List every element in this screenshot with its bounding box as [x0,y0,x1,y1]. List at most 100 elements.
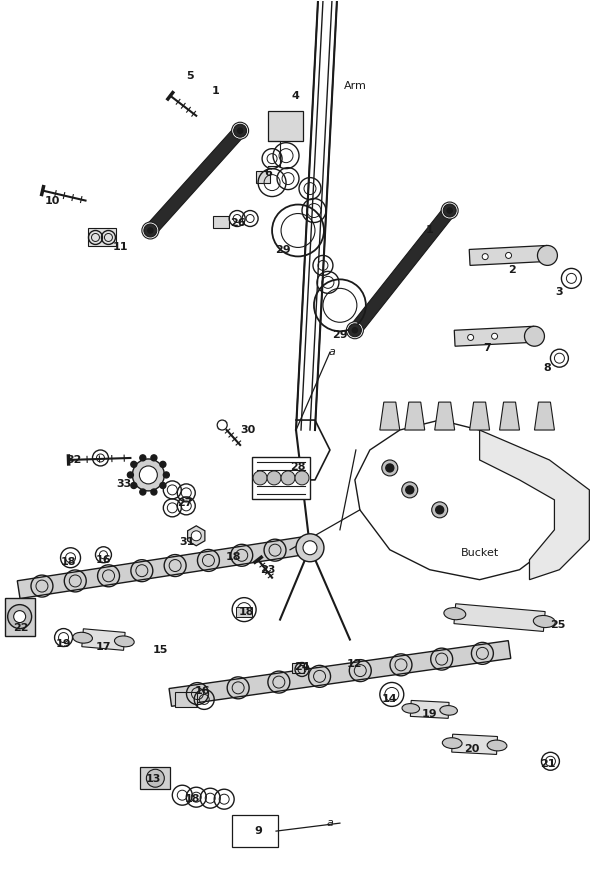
Text: 29: 29 [332,330,348,340]
Circle shape [140,455,146,461]
Circle shape [253,471,267,485]
Bar [236,607,252,617]
Text: a: a [326,818,333,828]
Text: 33: 33 [117,479,132,489]
Text: 14: 14 [382,695,398,704]
Circle shape [131,483,137,488]
Polygon shape [405,402,424,430]
Text: 19: 19 [422,710,437,719]
Polygon shape [350,206,455,334]
Ellipse shape [442,738,462,749]
Ellipse shape [402,703,420,713]
Text: 23: 23 [261,564,276,575]
Bar [213,215,229,229]
Circle shape [468,334,474,340]
Bar [141,767,171,789]
Circle shape [443,204,456,217]
Ellipse shape [72,633,93,643]
Text: 1: 1 [211,86,219,96]
Text: 7: 7 [484,343,491,354]
Circle shape [146,769,164,788]
Circle shape [505,253,512,259]
Polygon shape [452,734,498,755]
Text: 21: 21 [540,759,555,769]
Circle shape [127,472,133,478]
Text: 30: 30 [241,425,256,435]
Polygon shape [17,536,311,599]
Text: 18: 18 [61,556,76,567]
Text: 31: 31 [180,537,195,547]
FancyBboxPatch shape [268,111,303,141]
Polygon shape [454,326,535,346]
Circle shape [142,222,159,239]
Circle shape [132,459,164,491]
Text: 16: 16 [96,555,111,564]
Circle shape [386,464,394,472]
Circle shape [491,333,498,339]
Ellipse shape [114,636,134,647]
Circle shape [435,506,444,514]
Text: 3: 3 [555,287,563,298]
Circle shape [160,462,166,467]
Circle shape [148,228,153,233]
Polygon shape [380,402,400,430]
Circle shape [234,124,247,137]
Polygon shape [355,420,569,579]
Text: 12: 12 [347,659,362,670]
Text: 8: 8 [544,363,551,373]
Circle shape [131,462,137,467]
Text: 1: 1 [426,225,434,236]
Bar [292,664,304,673]
Ellipse shape [440,705,457,715]
Circle shape [231,122,248,139]
Polygon shape [410,701,449,719]
Polygon shape [146,127,245,235]
Circle shape [281,471,295,485]
Text: 6: 6 [264,167,272,177]
Circle shape [432,501,448,517]
Polygon shape [469,245,548,266]
Ellipse shape [533,616,555,627]
Text: 18: 18 [185,794,200,804]
Text: 13: 13 [146,774,161,784]
Text: 29: 29 [275,245,291,255]
Circle shape [163,472,169,478]
Circle shape [524,326,544,346]
Circle shape [191,531,201,540]
Text: 25: 25 [550,619,565,630]
Circle shape [482,253,488,260]
Polygon shape [169,641,511,706]
Text: 4: 4 [291,90,299,101]
Text: 28: 28 [290,462,306,472]
Text: 5: 5 [186,71,194,81]
Circle shape [406,486,414,494]
Polygon shape [480,430,590,579]
Ellipse shape [487,740,507,751]
Circle shape [296,533,324,562]
Bar [175,693,197,707]
Bar [256,171,270,183]
Text: 32: 32 [66,455,81,465]
Text: 27: 27 [177,498,193,508]
Text: 10: 10 [45,196,60,206]
Text: 9: 9 [254,826,262,836]
Text: 19: 19 [56,639,71,649]
Circle shape [347,322,364,338]
Text: 17: 17 [96,641,111,651]
Circle shape [217,420,227,430]
Text: 11: 11 [113,243,128,253]
Circle shape [140,489,146,495]
Text: Bucket: Bucket [460,548,499,558]
Circle shape [144,224,157,237]
Text: 18: 18 [238,607,254,617]
Text: a: a [328,347,336,357]
Circle shape [402,482,418,498]
Circle shape [238,128,243,133]
Circle shape [160,483,166,488]
Bar [252,457,310,499]
Circle shape [295,471,309,485]
Circle shape [348,323,361,337]
Circle shape [267,471,281,485]
Bar [5,598,35,635]
Circle shape [303,540,317,555]
